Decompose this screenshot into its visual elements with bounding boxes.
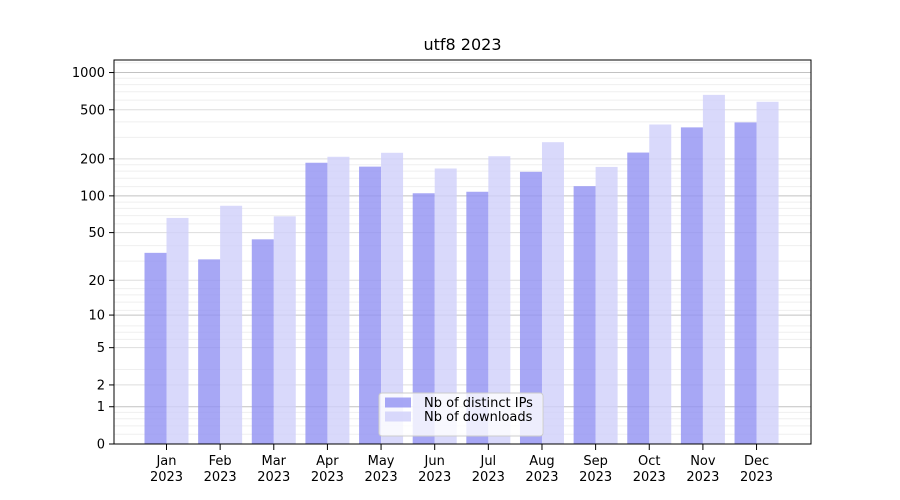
y-tick-label: 1	[97, 400, 105, 415]
bar-distinct-ips-jul	[466, 191, 489, 444]
y-tick-label: 100	[80, 189, 105, 204]
bar-distinct-ips-apr	[305, 162, 328, 444]
legend-label-downloads: Nb of downloads	[424, 410, 533, 425]
bar-distinct-ips-dec	[734, 122, 757, 444]
bar-distinct-ips-aug	[519, 171, 542, 444]
bar-downloads-aug	[541, 142, 564, 444]
legend-box	[378, 392, 544, 437]
chart-title: utf8 2023	[423, 35, 502, 54]
y-tick-label: 0	[97, 438, 105, 453]
bar-downloads-jun	[434, 168, 457, 444]
y-tick-label: 1000	[72, 66, 105, 81]
x-tick-label: Jun 2023	[418, 454, 451, 485]
x-tick-label: Aug 2023	[525, 454, 558, 485]
bar-distinct-ips-may	[359, 166, 382, 445]
x-tick-label: Apr 2023	[311, 454, 344, 485]
bar-distinct-ips-jan	[144, 252, 167, 444]
bar-downloads-oct	[649, 124, 672, 444]
y-tick-label: 2	[97, 378, 105, 393]
bar-downloads-jan	[166, 217, 189, 444]
bar-downloads-nov	[702, 94, 725, 444]
legend-label-distinct-ips: Nb of distinct IPs	[424, 396, 533, 411]
bar-distinct-ips-oct	[627, 152, 650, 444]
bar-distinct-ips-nov	[680, 127, 703, 444]
x-tick-label: Dec 2023	[740, 454, 773, 485]
bar-downloads-mar	[273, 216, 296, 444]
y-axis: 0 1 2 5 10 20 50 100 200 500 1000	[72, 66, 114, 453]
bar-downloads-may	[381, 152, 404, 444]
y-tick-label: 20	[88, 274, 105, 289]
x-tick-label: Nov 2023	[686, 454, 719, 485]
bar-downloads-sep	[595, 166, 618, 445]
y-tick-label: 50	[88, 226, 105, 241]
x-tick-label: May 2023	[365, 454, 398, 485]
bar-downloads-dec	[756, 101, 779, 445]
x-tick-label: Mar 2023	[257, 454, 290, 485]
x-axis: Jan 2023 Feb 2023 Mar 2023 Apr 2023 May 2023 Jun 20…	[150, 444, 773, 485]
bar-distinct-ips-feb	[198, 259, 221, 444]
x-tick-label: Jan 2023	[150, 454, 183, 485]
x-tick-label: Sep 2023	[579, 454, 612, 485]
legend-swatch-downloads	[385, 411, 411, 422]
x-tick-label: Feb 2023	[204, 454, 237, 485]
y-tick-label: 200	[80, 152, 105, 167]
bar-downloads-feb	[220, 205, 243, 444]
y-tick-label: 5	[97, 341, 105, 356]
bar-distinct-ips-jun	[412, 193, 435, 444]
bar-distinct-ips-mar	[251, 239, 274, 444]
plot-border	[113, 59, 812, 445]
legend-swatch-distinct-ips	[385, 397, 411, 408]
y-tick-label: 500	[80, 103, 105, 118]
y-tick-label: 10	[88, 309, 105, 324]
bars	[144, 94, 779, 445]
x-tick-label: Oct 2023	[633, 454, 666, 485]
bar-distinct-ips-sep	[573, 186, 596, 444]
x-tick-label: Jul 2023	[472, 454, 505, 485]
bar-downloads-jul	[488, 156, 511, 444]
bar-downloads-apr	[327, 156, 350, 445]
